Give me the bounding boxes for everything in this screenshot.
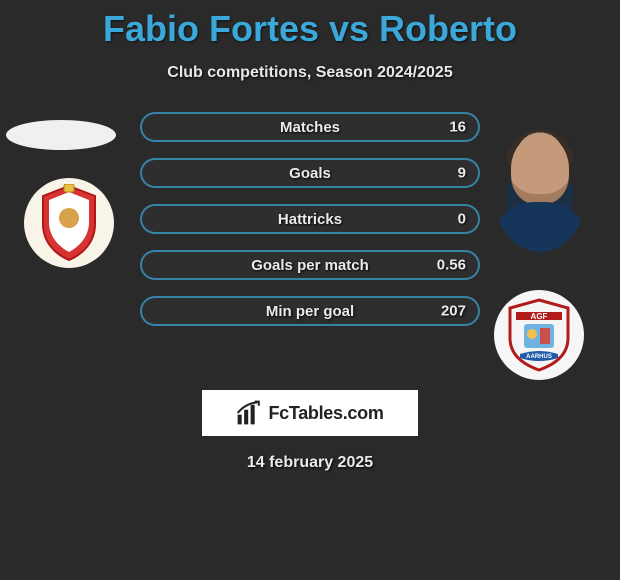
stat-row: Goals per match 0.56 <box>140 250 480 280</box>
stat-label: Goals per match <box>251 257 369 274</box>
stat-row: Min per goal 207 <box>140 296 480 326</box>
site-logo: FcTables.com <box>202 390 418 436</box>
stat-label: Min per goal <box>266 303 354 320</box>
stat-value-right: 16 <box>449 119 466 136</box>
stats-container: Matches 16 Goals 9 Hattricks 0 Goals per match… <box>0 112 620 362</box>
stat-label: Goals <box>289 165 331 182</box>
stat-value-right: 0 <box>458 211 466 228</box>
stat-label: Hattricks <box>278 211 342 228</box>
stat-value-right: 207 <box>441 303 466 320</box>
subtitle: Club competitions, Season 2024/2025 <box>0 64 620 82</box>
stat-label: Matches <box>280 119 340 136</box>
stat-row: Hattricks 0 <box>140 204 480 234</box>
date-text: 14 february 2025 <box>0 454 620 472</box>
page-title: Fabio Fortes vs Roberto <box>0 0 620 50</box>
site-logo-text: FcTables.com <box>268 403 383 424</box>
stat-value-right: 0.56 <box>437 257 466 274</box>
bar-chart-icon <box>236 400 262 426</box>
stat-row: Matches 16 <box>140 112 480 142</box>
stat-row: Goals 9 <box>140 158 480 188</box>
stat-value-right: 9 <box>458 165 466 182</box>
